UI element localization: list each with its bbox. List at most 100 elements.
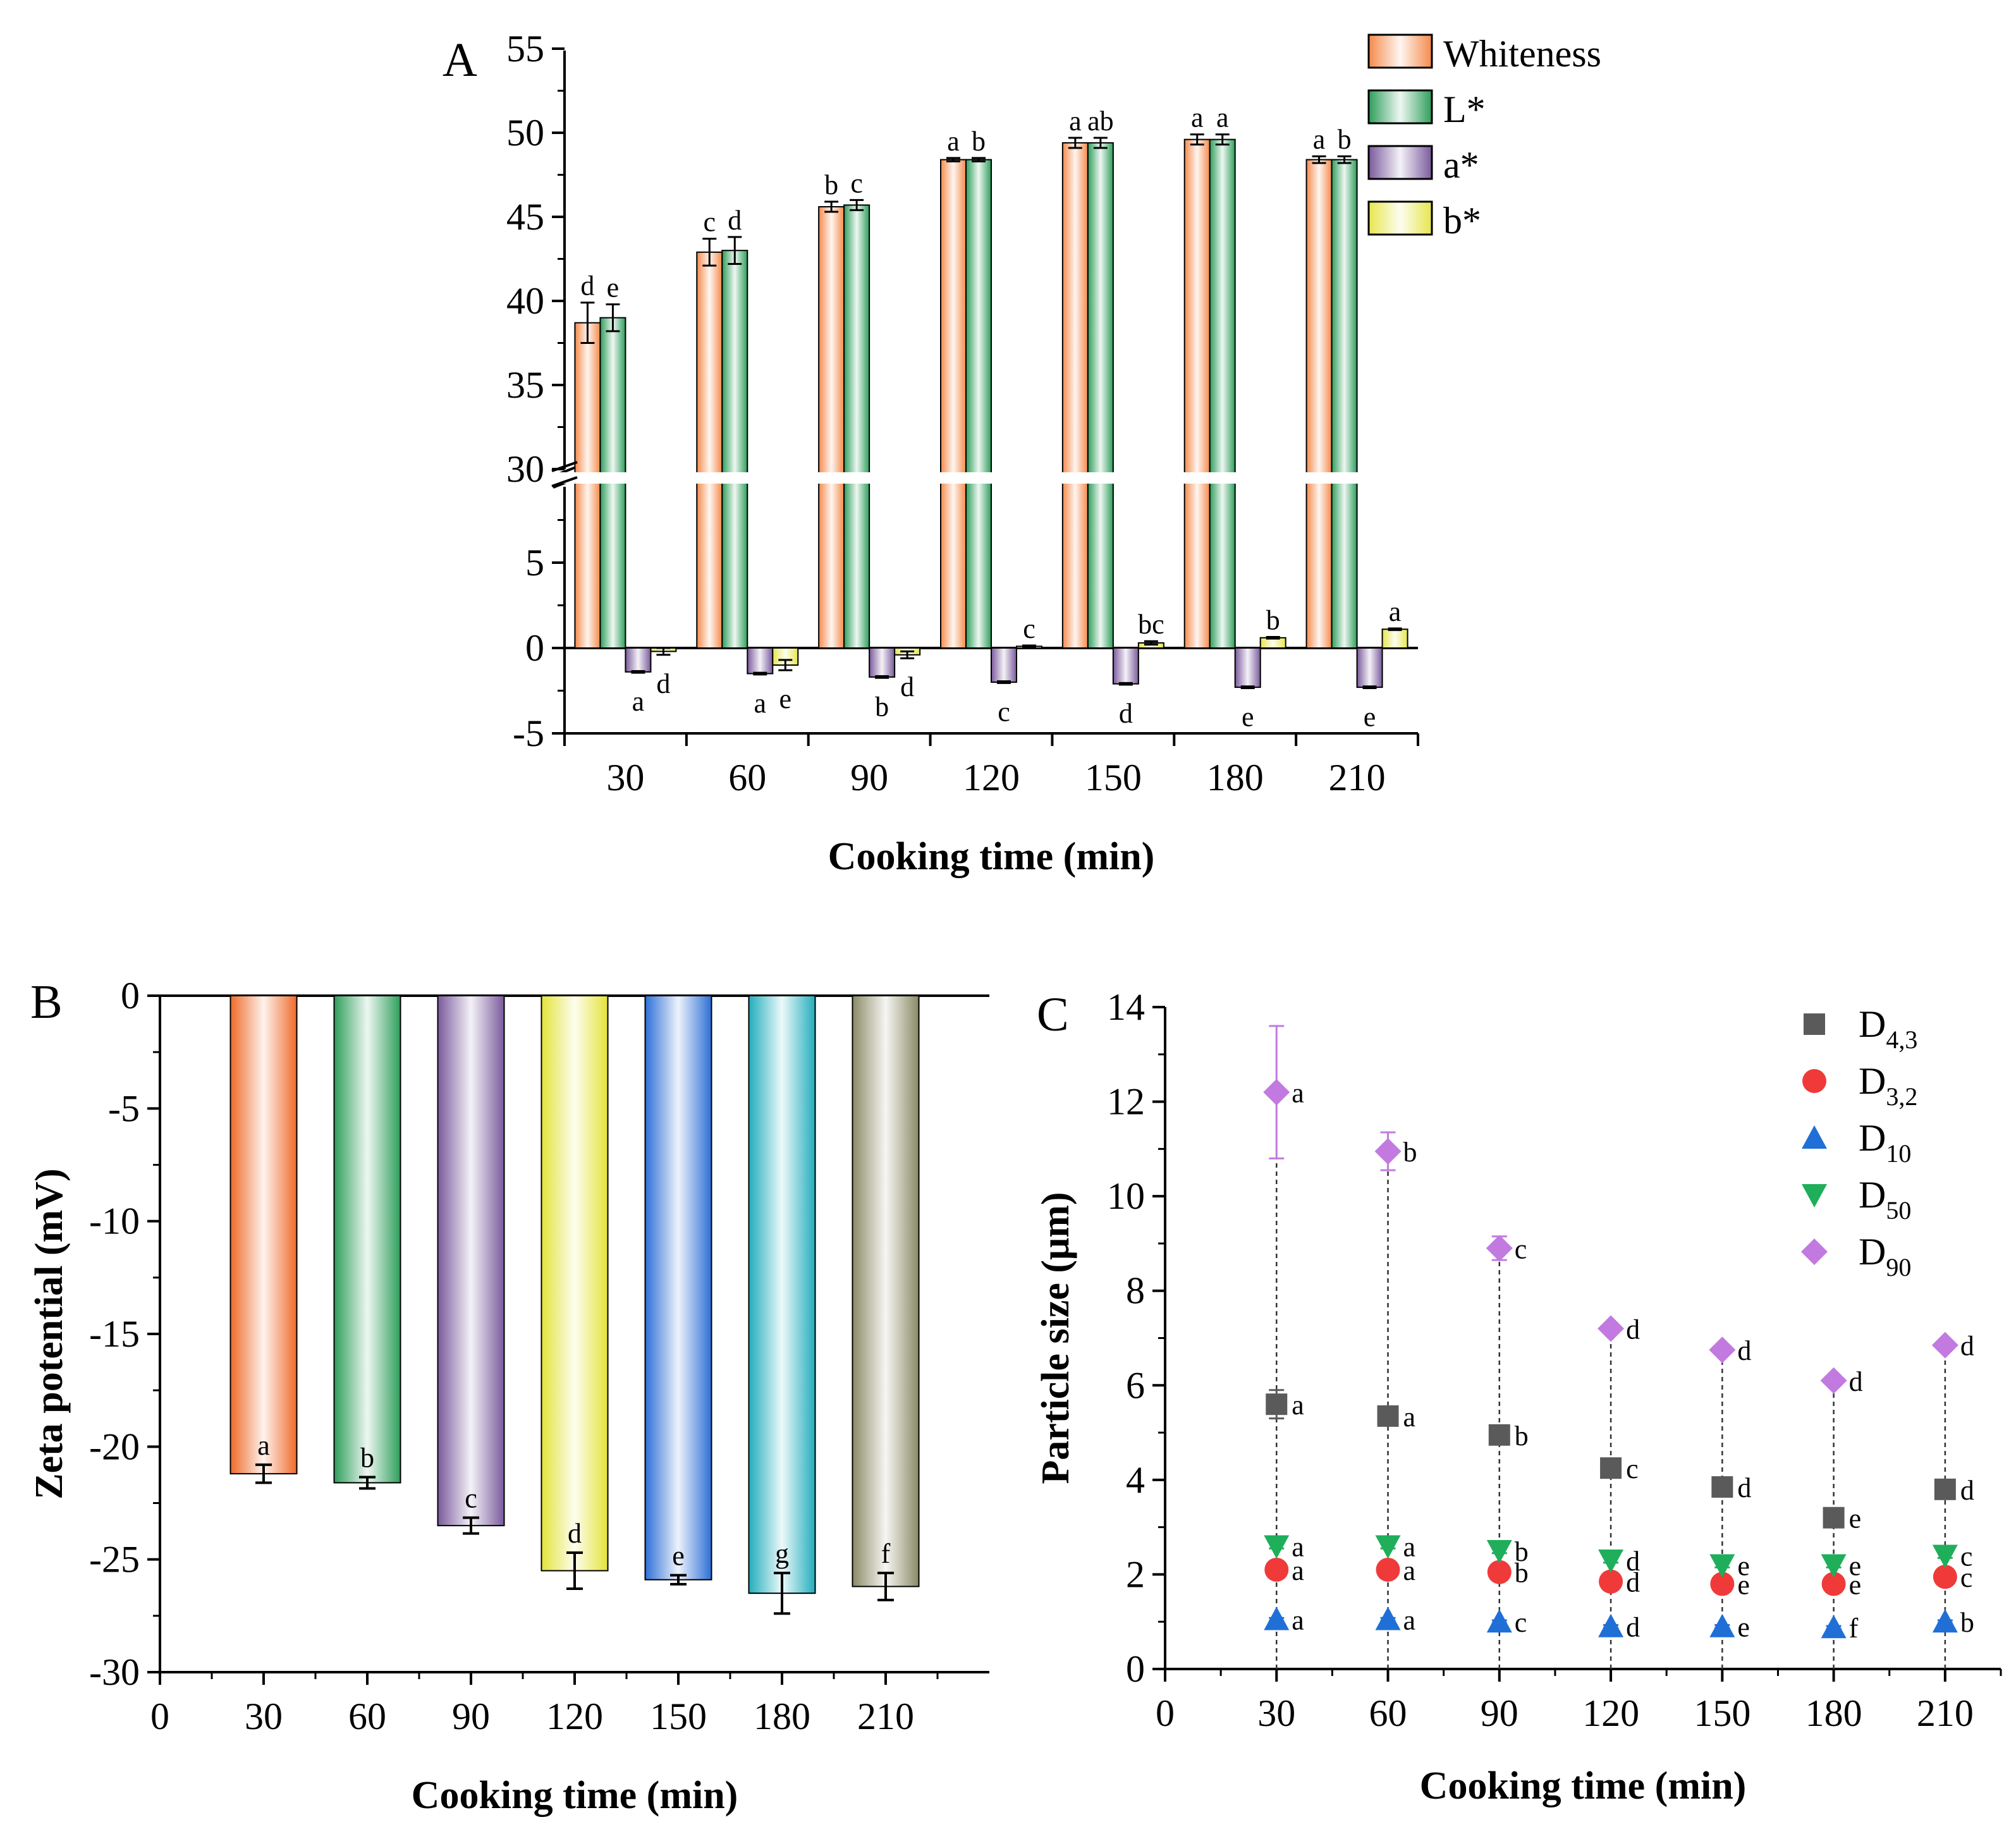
panel-c-significance-letter: a <box>1403 1402 1416 1433</box>
panel-b-x-tick-label: 210 <box>857 1696 914 1737</box>
panel-c-significance-letter: e <box>1849 1550 1862 1581</box>
panel-c-point-d50 <box>1932 1544 1958 1568</box>
panel-a-y-tick-label: 0 <box>525 627 544 669</box>
panel-c-legend-label: D90 <box>1859 1231 1911 1281</box>
panel-a-y-tick-label: 40 <box>506 280 544 322</box>
panel-a-significance-letter: a <box>632 686 645 717</box>
panel-a-bar-b-star <box>1381 628 1408 649</box>
panel-a-y-tick-label: 5 <box>525 542 544 584</box>
panel-a-bar-l-star <box>1087 142 1114 649</box>
panel-a-significance-letter: a <box>1389 596 1402 627</box>
panel-c-point-d10 <box>1709 1613 1735 1637</box>
panel-c-legend-label: D3,2 <box>1859 1060 1917 1111</box>
panel-b-significance-letter: d <box>568 1518 582 1549</box>
panel-c-y-tick-label: 14 <box>1107 986 1145 1028</box>
panel-c-significance-letter: a <box>1292 1555 1304 1586</box>
panel-c-significance-letter: c <box>1960 1541 1973 1572</box>
panel-c-point-d50 <box>1821 1554 1847 1578</box>
panel-c-y-tick-label: 0 <box>1126 1648 1145 1690</box>
panel-c-point-d43 <box>1600 1457 1622 1479</box>
panel-c-significance-letter: d <box>1849 1366 1863 1397</box>
panel-c-x-tick-label: 210 <box>1917 1692 1974 1734</box>
panel-c-point-d32 <box>1710 1572 1735 1596</box>
panel-a-significance-letter: e <box>1364 701 1376 732</box>
panel-c-x-tick-label: 30 <box>1257 1692 1295 1734</box>
panel-c-significance-letter: c <box>1960 1562 1973 1593</box>
panel-a-significance-letter: a <box>1216 102 1229 133</box>
panel-c-significance-letter: a <box>1403 1605 1416 1636</box>
panel-c-point-d10 <box>1486 1609 1512 1633</box>
panel-b-significance-letter: a <box>257 1430 270 1461</box>
panel-c-legend-label: D10 <box>1859 1117 1911 1168</box>
panel-c-legend-label: D50 <box>1859 1174 1911 1225</box>
panel-c-label: C <box>1037 988 1069 1041</box>
panel-a-significance-letter: c <box>850 168 863 199</box>
panel-b-significance-letter: c <box>465 1483 477 1514</box>
panel-b-y-tick-label: -25 <box>89 1539 140 1580</box>
panel-b-bar <box>333 995 401 1484</box>
panel-c-point-d90 <box>1263 1079 1290 1106</box>
panel-c-y-tick-label: 4 <box>1126 1459 1145 1501</box>
panel-a-y-tick-label: 55 <box>506 28 544 70</box>
panel-a-significance-letter: bc <box>1138 609 1164 640</box>
panel-b-bar <box>229 995 298 1475</box>
panel-a-y-tick-label: 30 <box>506 448 544 490</box>
panel-c-significance-letter: a <box>1292 1532 1304 1563</box>
panel-a-significance-letter: ab <box>1087 106 1114 137</box>
panel-c-significance-letter: d <box>1960 1475 1974 1506</box>
panel-b-bar <box>437 995 505 1527</box>
panel-c-y-tick-label: 2 <box>1126 1553 1145 1595</box>
panel-b-x-tick-label: 90 <box>452 1696 490 1737</box>
panel-b-x-tick-label: 0 <box>150 1696 169 1737</box>
panel-c-point-d50 <box>1709 1554 1735 1578</box>
panel-a-x-axis-title: Cooking time (min) <box>828 835 1155 878</box>
panel-a-significance-letter: a <box>1313 124 1326 155</box>
panel-c-point-d43 <box>1377 1405 1399 1427</box>
panel-c-y-tick-label: 8 <box>1126 1270 1145 1312</box>
panel-c-point-d50 <box>1264 1535 1290 1559</box>
panel-a-bar-l-star <box>1209 138 1236 649</box>
panel-c-point-d32 <box>1487 1560 1512 1584</box>
panel-c-point-d50 <box>1598 1549 1624 1573</box>
panel-a-significance-letter: a <box>947 126 960 157</box>
panel-c-significance-letter: d <box>1737 1472 1751 1503</box>
panel-a-bar-a-star <box>625 647 652 673</box>
panel-a-significance-letter: c <box>704 207 716 238</box>
panel-c-y-tick-label: 6 <box>1126 1364 1145 1406</box>
panel-a-bar-l-star <box>843 204 871 649</box>
panel-a-bar-whiteness <box>574 322 601 649</box>
panel-a-bar-whiteness <box>696 251 723 649</box>
panel-a-significance-letter: b <box>875 691 889 722</box>
panel-c-legend-marker <box>1804 1013 1825 1035</box>
panel-a-bar-a-star <box>1112 647 1139 685</box>
panel-a-significance-letter: c <box>1023 613 1035 644</box>
panel-b-bar <box>748 995 816 1594</box>
panel-b-label: B <box>30 975 63 1029</box>
panel-a-x-tick-label: 60 <box>728 757 766 798</box>
panel-a-significance-letter: d <box>656 668 670 699</box>
panel-c-legend-marker <box>1802 1184 1827 1208</box>
panel-b-x-tick-label: 120 <box>546 1696 603 1737</box>
panel-a-significance-letter: a <box>1191 102 1204 133</box>
panel-a-significance-letter: b <box>1266 604 1280 635</box>
panel-c-significance-letter: d <box>1626 1546 1640 1577</box>
panel-c-significance-letter: e <box>1849 1503 1862 1534</box>
panel-c-x-tick-label: 180 <box>1805 1692 1862 1734</box>
panel-c-point-d10 <box>1598 1613 1624 1637</box>
panel-c-point-d90 <box>1486 1235 1513 1262</box>
panel-c-y-tick-label: 12 <box>1107 1081 1145 1123</box>
panel-a-x-tick-label: 30 <box>606 757 644 798</box>
panel-a-axis-break-mark <box>551 461 578 472</box>
panel-c-significance-letter: c <box>1515 1607 1527 1638</box>
panel-c-x-tick-label: 90 <box>1481 1692 1518 1734</box>
panel-c-significance-letter: d <box>1626 1612 1640 1643</box>
panel-b-x-axis-title: Cooking time (min) <box>412 1774 738 1817</box>
panel-a-y-tick-label: 35 <box>506 364 544 406</box>
panel-a-break-gap <box>549 472 1427 484</box>
panel-a-legend-label: L* <box>1443 89 1486 130</box>
panel-c-point-d32 <box>1599 1569 1623 1594</box>
panel-c-point-d43 <box>1823 1507 1845 1529</box>
panel-c-x-axis-title: Cooking time (min) <box>1420 1764 1747 1807</box>
panel-c-legend-label: D4,3 <box>1859 1003 1917 1054</box>
